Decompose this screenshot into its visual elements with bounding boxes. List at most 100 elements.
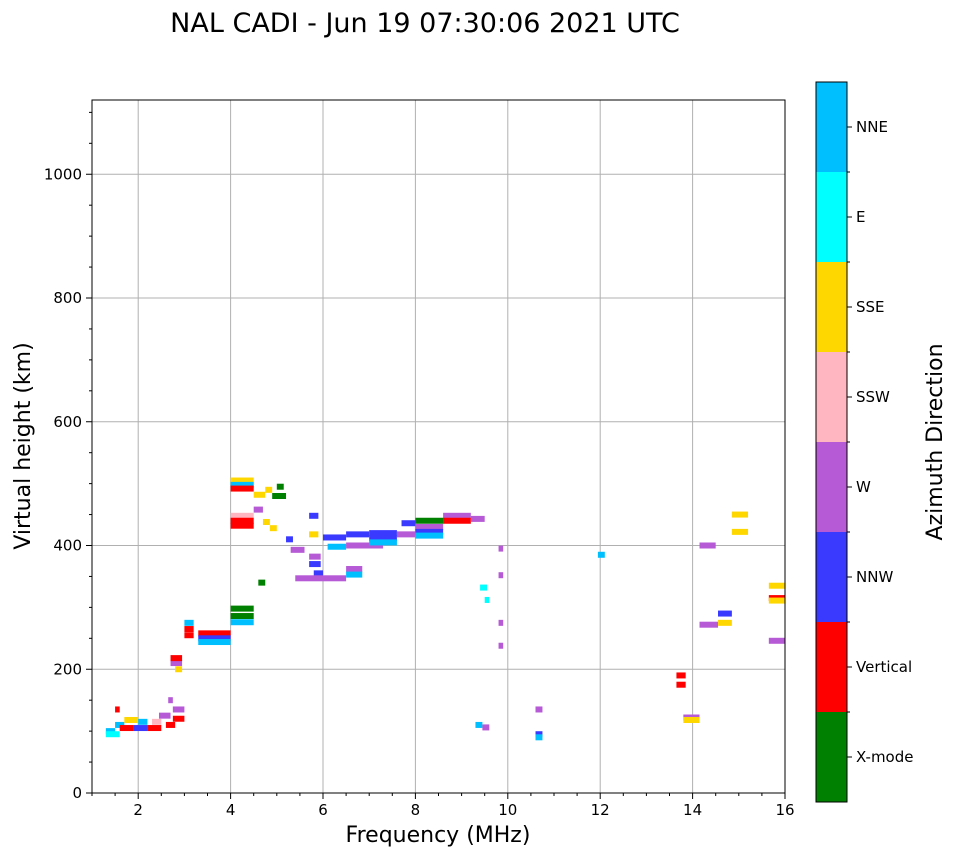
- colorbar-tick-label: SSE: [856, 298, 885, 316]
- data-point-22: [198, 635, 231, 642]
- data-point-39: [262, 518, 270, 525]
- colorbar-segment-nnw: [816, 532, 847, 622]
- data-point-55: [369, 530, 397, 537]
- colorbar-tick-label: E: [856, 208, 865, 226]
- data-point-65: [443, 517, 471, 524]
- x-tick-label: 8: [411, 801, 421, 819]
- data-point-87: [731, 511, 749, 518]
- data-point-63: [415, 532, 444, 539]
- data-point-86: [718, 619, 732, 626]
- data-point-53: [346, 542, 384, 549]
- data-point-88: [731, 528, 749, 535]
- data-point-15: [170, 660, 183, 667]
- y-axis-label: Virtual height (km): [11, 342, 36, 549]
- data-point-42: [309, 512, 319, 519]
- colorbar-segment-vertical: [816, 622, 847, 712]
- data-point-52: [327, 543, 347, 550]
- data-point-41: [309, 531, 319, 538]
- colorbar-segment-sse: [816, 262, 847, 352]
- data-point-91: [768, 597, 785, 604]
- data-point-29: [230, 481, 254, 488]
- data-point-7: [138, 718, 148, 725]
- data-point-34: [276, 483, 284, 490]
- data-point-5: [124, 716, 139, 723]
- data-point-58: [396, 531, 416, 538]
- x-axis: 2 4 6 8 10 12 14 16: [91, 793, 795, 819]
- data-point-30: [230, 485, 254, 492]
- data-point-83: [699, 542, 716, 549]
- plot-frame: [91, 99, 786, 794]
- data-point-77: [535, 734, 543, 741]
- data-point-45: [309, 553, 321, 560]
- data-point-26: [230, 619, 254, 626]
- data-point-51: [323, 534, 347, 541]
- data-point-38: [253, 506, 263, 513]
- data-point-71: [480, 584, 488, 591]
- data-point-10: [158, 712, 171, 719]
- data-point-64: [443, 512, 471, 519]
- data-point-47: [313, 570, 323, 577]
- data-point-75: [535, 706, 543, 713]
- data-point-66: [470, 515, 485, 522]
- data-point-33: [272, 493, 287, 499]
- colorbar-tick-label: W: [856, 478, 871, 496]
- data-point-40: [269, 525, 277, 532]
- data-point-12: [168, 697, 173, 704]
- x-tick-label: 6: [318, 801, 328, 819]
- colorbar-segment-x-mode: [816, 712, 847, 802]
- data-point-18: [184, 619, 194, 626]
- data-point-9: [152, 718, 162, 725]
- x-tick-label: 2: [133, 801, 143, 819]
- data-point-84: [699, 621, 719, 628]
- data-point-14: [172, 706, 185, 713]
- colorbar-segment-ssw: [816, 352, 847, 442]
- x-tick-label: 16: [775, 801, 794, 819]
- data-point-13: [172, 715, 185, 722]
- x-axis-label: Frequency (MHz): [346, 823, 531, 848]
- data-point-11: [165, 721, 176, 728]
- data-point-73: [475, 721, 483, 728]
- data-point-4: [119, 725, 134, 732]
- x-tick-label: 10: [498, 801, 517, 819]
- data-point-68: [498, 572, 504, 579]
- data-point-62: [415, 528, 444, 535]
- data-point-60: [415, 517, 444, 524]
- y-tick-label: 200: [53, 660, 82, 678]
- data-point-54: [346, 531, 370, 538]
- data-point-25: [230, 613, 254, 620]
- colorbar-tick-label: Vertical: [856, 658, 912, 676]
- data-point-69: [498, 619, 504, 626]
- data-point-0: [105, 728, 116, 735]
- data-point-44: [290, 546, 305, 553]
- data-point-61: [415, 523, 444, 530]
- colorbar-tick-label: SSW: [856, 388, 890, 406]
- colorbar-segment-nne: [816, 82, 847, 172]
- data-point-35: [230, 512, 254, 519]
- data-point-28: [230, 477, 254, 484]
- data-point-82: [683, 716, 700, 723]
- y-tick-label: 0: [72, 784, 82, 802]
- colorbar-tick-label: NNE: [856, 118, 888, 136]
- data-point-19: [184, 626, 194, 633]
- data-point-72: [484, 596, 490, 603]
- data-point-23: [198, 639, 231, 646]
- colorbar-segment-w: [816, 442, 847, 532]
- data-point-37: [230, 522, 254, 529]
- data-point-32: [265, 486, 273, 493]
- data-point-76: [535, 731, 543, 738]
- y-tick-label: 600: [53, 413, 82, 431]
- data-point-27: [258, 579, 266, 586]
- data-point-59: [401, 520, 416, 527]
- x-tick-label: 4: [226, 801, 236, 819]
- data-point-46: [309, 561, 321, 568]
- data-point-89: [768, 582, 785, 589]
- y-tick-label: 400: [53, 537, 82, 555]
- data-point-43: [286, 536, 293, 543]
- data-point-79: [676, 672, 686, 679]
- data-point-92: [768, 637, 785, 644]
- data-point-57: [369, 539, 397, 546]
- data-marks: [105, 477, 785, 741]
- data-point-56: [369, 535, 397, 542]
